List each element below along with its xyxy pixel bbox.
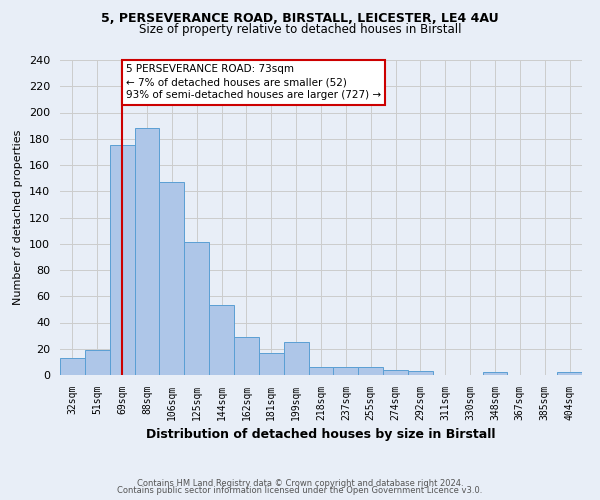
- Text: 5 PERSEVERANCE ROAD: 73sqm
← 7% of detached houses are smaller (52)
93% of semi-: 5 PERSEVERANCE ROAD: 73sqm ← 7% of detac…: [126, 64, 381, 100]
- Bar: [334, 367, 358, 375]
- Bar: [85, 350, 110, 375]
- Text: Size of property relative to detached houses in Birstall: Size of property relative to detached ho…: [139, 22, 461, 36]
- Text: Contains HM Land Registry data © Crown copyright and database right 2024.: Contains HM Land Registry data © Crown c…: [137, 478, 463, 488]
- Bar: [184, 242, 209, 375]
- Bar: [482, 372, 508, 375]
- Bar: [160, 182, 184, 375]
- Bar: [209, 306, 234, 375]
- Bar: [383, 370, 408, 375]
- Bar: [308, 367, 334, 375]
- Bar: [358, 367, 383, 375]
- Text: Contains public sector information licensed under the Open Government Licence v3: Contains public sector information licen…: [118, 486, 482, 495]
- Bar: [408, 371, 433, 375]
- Bar: [284, 342, 308, 375]
- Bar: [259, 352, 284, 375]
- Bar: [110, 146, 134, 375]
- Bar: [60, 358, 85, 375]
- X-axis label: Distribution of detached houses by size in Birstall: Distribution of detached houses by size …: [146, 428, 496, 442]
- Bar: [134, 128, 160, 375]
- Bar: [234, 337, 259, 375]
- Text: 5, PERSEVERANCE ROAD, BIRSTALL, LEICESTER, LE4 4AU: 5, PERSEVERANCE ROAD, BIRSTALL, LEICESTE…: [101, 12, 499, 26]
- Y-axis label: Number of detached properties: Number of detached properties: [13, 130, 23, 305]
- Bar: [557, 372, 582, 375]
